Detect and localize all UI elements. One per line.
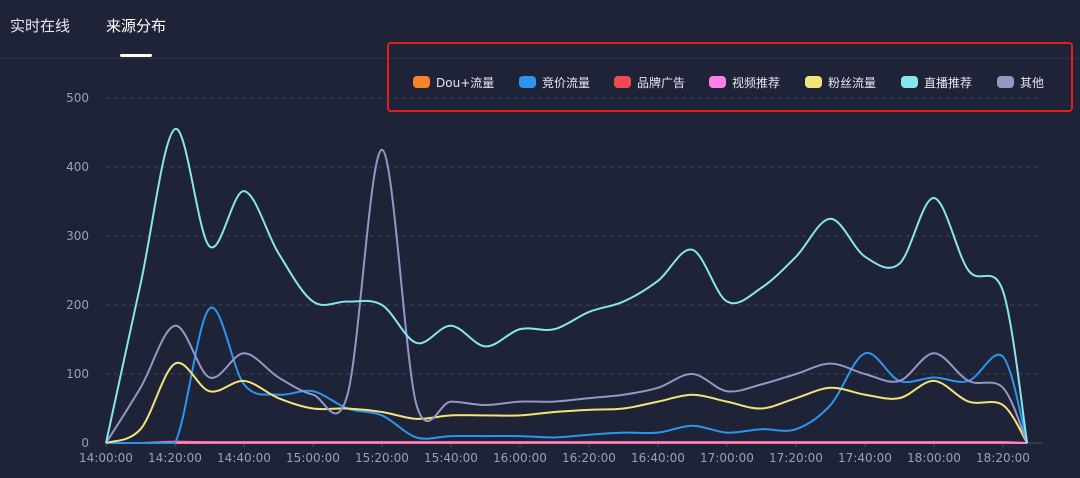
legend-item-1[interactable]: 竞价流量 bbox=[519, 74, 614, 90]
x-tick-label-6: 16:00:00 bbox=[493, 451, 547, 465]
series-line-3[interactable] bbox=[106, 441, 1028, 444]
x-tick-label-1: 14:20:00 bbox=[148, 451, 202, 465]
legend-label-0: Dou+流量 bbox=[436, 75, 495, 90]
legend-label-4: 粉丝流量 bbox=[828, 75, 877, 90]
y-tick-label-4: 400 bbox=[66, 160, 89, 174]
legend-item-3[interactable]: 视频推荐 bbox=[709, 74, 805, 90]
y-tick-label-3: 300 bbox=[66, 229, 89, 243]
series-line-5[interactable] bbox=[105, 128, 1029, 444]
legend-swatch-2 bbox=[614, 76, 631, 88]
legend-item-6[interactable]: 其他 bbox=[997, 74, 1047, 90]
y-tick-label-2: 200 bbox=[66, 298, 89, 312]
x-tick-label-4: 15:20:00 bbox=[355, 451, 409, 465]
x-tick-label-10: 17:20:00 bbox=[769, 451, 823, 465]
chart-legend: Dou+流量 竞价流量 品牌广告 视频推荐 粉丝流量 直播推荐 其他 bbox=[413, 74, 1047, 90]
legend-label-6: 其他 bbox=[1020, 75, 1045, 90]
x-tick-label-11: 17:40:00 bbox=[838, 451, 892, 465]
series-line-1[interactable] bbox=[106, 306, 1029, 444]
x-tick-label-5: 15:40:00 bbox=[424, 451, 478, 465]
x-tick-label-3: 15:00:00 bbox=[286, 451, 340, 465]
x-tick-label-8: 16:40:00 bbox=[631, 451, 685, 465]
legend-label-3: 视频推荐 bbox=[732, 75, 781, 90]
legend-swatch-5 bbox=[901, 76, 918, 88]
tab-realtime-online[interactable]: 实时在线 bbox=[10, 17, 71, 35]
legend-label-2: 品牌广告 bbox=[637, 75, 686, 90]
legend-item-0[interactable]: Dou+流量 bbox=[413, 74, 519, 90]
x-tick-label-9: 17:00:00 bbox=[700, 451, 754, 465]
legend-item-4[interactable]: 粉丝流量 bbox=[805, 74, 901, 90]
tab-source-distribution[interactable]: 来源分布 bbox=[106, 17, 167, 35]
y-tick-label-5: 500 bbox=[66, 91, 89, 105]
legend-swatch-4 bbox=[805, 76, 822, 88]
legend-item-5[interactable]: 直播推荐 bbox=[901, 74, 997, 90]
x-tick-label-13: 18:20:00 bbox=[976, 451, 1030, 465]
series-line-4[interactable] bbox=[105, 361, 1029, 444]
x-tick-label-0: 14:00:00 bbox=[79, 451, 133, 465]
legend-swatch-1 bbox=[519, 76, 536, 88]
legend-swatch-3 bbox=[709, 76, 726, 88]
legend-label-1: 竞价流量 bbox=[542, 75, 591, 90]
x-tick-label-12: 18:00:00 bbox=[907, 451, 961, 465]
x-tick-label-2: 14:40:00 bbox=[217, 451, 271, 465]
series-line-6[interactable] bbox=[105, 148, 1029, 444]
legend-highlight-box bbox=[387, 42, 1073, 112]
y-tick-label-0: 0 bbox=[81, 436, 89, 450]
legend-swatch-0 bbox=[413, 76, 430, 88]
active-tab-indicator bbox=[120, 54, 152, 57]
legend-item-2[interactable]: 品牌广告 bbox=[614, 74, 709, 90]
legend-swatch-6 bbox=[997, 76, 1014, 88]
y-tick-label-1: 100 bbox=[66, 367, 89, 381]
tab-bar: 实时在线 来源分布 bbox=[0, 0, 1080, 59]
legend-label-5: 直播推荐 bbox=[924, 75, 973, 90]
x-tick-label-7: 16:20:00 bbox=[562, 451, 616, 465]
